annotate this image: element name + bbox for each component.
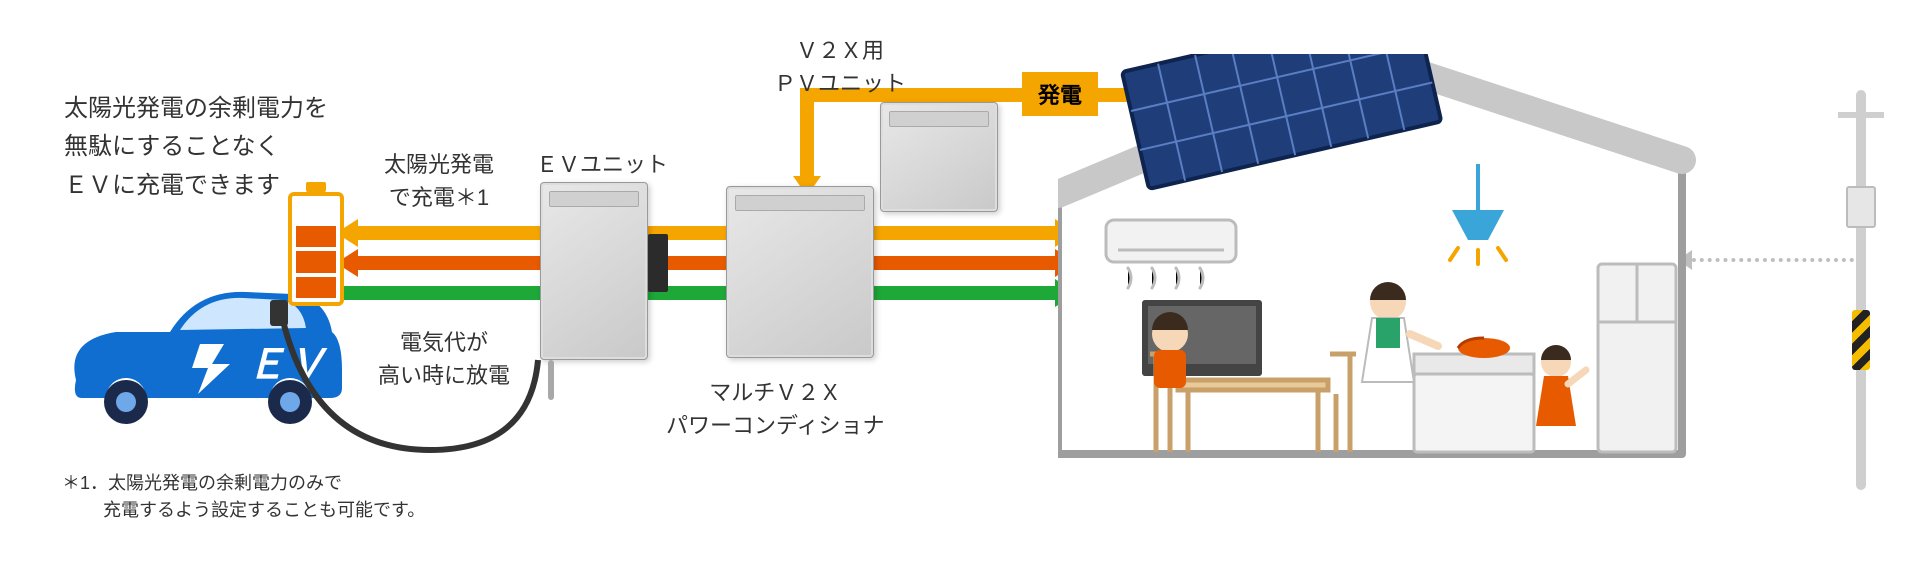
pv-unit-box	[880, 102, 998, 212]
grid-line	[1684, 258, 1854, 262]
pv-to-v2x-lead-v	[800, 88, 814, 178]
utility-pole-tape	[1852, 310, 1870, 370]
main-tagline: 太陽光発電の余剰電力を 無駄にすることなく ＥＶに充電できます	[64, 90, 328, 205]
tagline-line1: 太陽光発電の余剰電力を	[64, 95, 328, 122]
house	[1058, 54, 1698, 458]
ev-unit-label: ＥＶユニット	[536, 148, 668, 181]
footnote: ＊1．太陽光発電の余剰電力のみで 充電するよう設定することも可能です。	[62, 470, 425, 524]
tagline-line2: 無駄にすることなく	[64, 133, 280, 160]
ev-unit-box	[540, 182, 648, 360]
tagline-line3: ＥＶに充電できます	[64, 172, 280, 199]
diagram-canvas: ＥＶ	[0, 0, 1916, 588]
ev-unit-side-module	[648, 234, 668, 292]
utility-pole	[1856, 90, 1866, 490]
ev-unit-cord	[548, 360, 554, 400]
flow-green	[344, 286, 1056, 300]
v2x-conditioner-box	[726, 186, 874, 358]
pv-unit-label: Ｖ２Ｘ用 ＰＶユニット	[774, 34, 906, 100]
generation-badge-text: 発電	[1038, 83, 1082, 108]
discharge-label: 電気代が 高い時に放電	[378, 326, 510, 392]
flow-orange	[356, 256, 1056, 270]
generation-badge: 発電	[1022, 72, 1098, 116]
battery-icon	[288, 192, 344, 306]
utility-pole-cross	[1838, 112, 1884, 118]
flow-yellow	[356, 226, 1056, 240]
utility-pole-box	[1846, 186, 1876, 228]
multi-v2x-label: マルチＶ２Ｘ パワーコンディショナ	[666, 376, 884, 442]
solar-charge-label: 太陽光発電 で充電＊1	[384, 148, 494, 214]
